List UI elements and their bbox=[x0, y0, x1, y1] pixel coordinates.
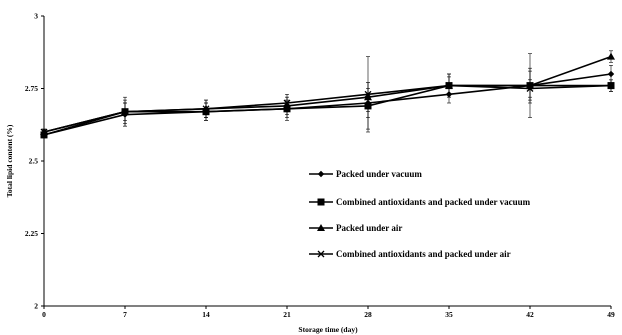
legend-label: Packed under vacuum bbox=[336, 169, 422, 179]
marker-x-stroke bbox=[202, 105, 210, 113]
series-triangle bbox=[40, 50, 615, 136]
y-tick-label: 2.75 bbox=[25, 84, 38, 93]
series-layer bbox=[40, 50, 615, 139]
x-axis-ticks: 0 7 14 21 28 35 42 49 bbox=[42, 306, 615, 319]
y-tick-label: 2.25 bbox=[25, 229, 38, 238]
y-axis-title: Total lipid content (%) bbox=[5, 124, 14, 197]
x-tick-label: 14 bbox=[202, 310, 210, 319]
marker-x bbox=[526, 85, 534, 92]
series-line bbox=[43, 84, 612, 133]
marker-x bbox=[202, 105, 210, 113]
y-tick-label: 2 bbox=[34, 302, 38, 311]
marker-x bbox=[607, 82, 615, 90]
x-tick-label: 49 bbox=[607, 310, 615, 319]
marker-triangle bbox=[317, 224, 325, 231]
plot-area: 2 2.25 2.5 2.75 3 0 7 14 21 28 35 42 49 bbox=[25, 12, 615, 319]
marker-x-stroke bbox=[40, 128, 48, 136]
marker-x-stroke bbox=[526, 85, 534, 92]
y-axis-ticks: 2 2.25 2.5 2.75 3 bbox=[25, 12, 44, 311]
legend-label: Packed under air bbox=[336, 223, 402, 233]
x-tick-label: 35 bbox=[445, 310, 453, 319]
x-tick-label: 28 bbox=[364, 310, 372, 319]
marker-square bbox=[317, 198, 325, 206]
x-tick-label: 42 bbox=[526, 310, 534, 319]
series-x bbox=[40, 56, 615, 136]
x-tick-label: 0 bbox=[42, 310, 46, 319]
y-tick-label: 2.5 bbox=[29, 157, 39, 166]
series-line bbox=[43, 55, 612, 133]
x-tick-label: 21 bbox=[283, 310, 291, 319]
marker-diamond bbox=[607, 70, 615, 78]
legend-item: Packed under vacuum bbox=[309, 169, 422, 179]
legend-label: Combined antioxidants and packed under a… bbox=[336, 249, 511, 259]
x-tick-label: 7 bbox=[123, 310, 127, 319]
legend-label: Combined antioxidants and packed under v… bbox=[336, 197, 531, 207]
series-line bbox=[43, 84, 611, 136]
series-line bbox=[43, 73, 612, 136]
marker-x-stroke bbox=[121, 108, 129, 116]
marker-x-stroke bbox=[283, 99, 291, 107]
legend-item: Combined antioxidants and packed under a… bbox=[309, 249, 511, 259]
marker-x-stroke bbox=[317, 250, 325, 258]
marker-x bbox=[317, 250, 325, 258]
marker-triangle bbox=[607, 52, 615, 60]
legend: Packed under vacuum Combined antioxidants… bbox=[309, 169, 531, 259]
x-axis-title: Storage time (day) bbox=[298, 325, 358, 334]
marker-x-stroke bbox=[607, 82, 615, 90]
legend-item: Combined antioxidants and packed under v… bbox=[309, 197, 531, 207]
legend-item: Packed under air bbox=[309, 223, 402, 233]
marker-x-stroke bbox=[364, 90, 372, 98]
marker-x bbox=[445, 82, 453, 90]
marker-x bbox=[364, 90, 372, 98]
marker-x bbox=[40, 128, 48, 136]
marker-x bbox=[121, 108, 129, 116]
y-tick-label: 3 bbox=[34, 12, 38, 21]
marker-x bbox=[283, 99, 291, 107]
series-square bbox=[40, 67, 615, 139]
marker-x-stroke bbox=[445, 82, 453, 90]
marker-diamond bbox=[317, 170, 325, 178]
